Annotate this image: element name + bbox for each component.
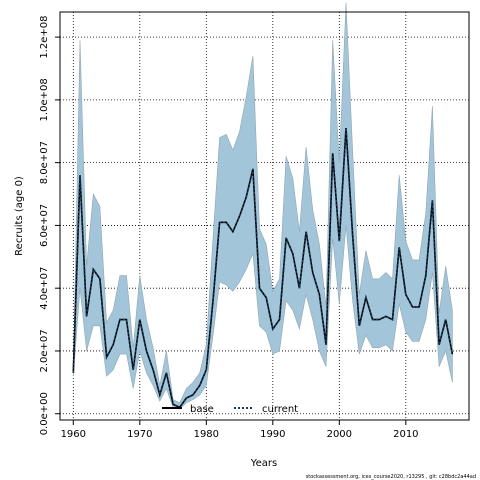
x-tick-label: 1970 (127, 429, 152, 440)
base-series-line (72, 128, 454, 409)
y-tick-label: 1.2e+08 (39, 16, 50, 59)
x-tick-label: 1980 (194, 429, 219, 440)
footer-text: stockassessment.org, ices_course2020, r1… (306, 474, 476, 480)
legend-base-label: base (190, 404, 214, 415)
y-axis-label: Recruits (age 0) (14, 176, 25, 256)
y-axis: 0.0e+00 2.0e+07 4.0e+07 6.0e+07 8.0e+07 1.0e+… (39, 16, 60, 435)
y-tick-label: 6.0e+07 (39, 204, 50, 247)
grid (60, 12, 469, 420)
x-tick-label: 2010 (393, 429, 418, 440)
x-axis-label: Years (250, 458, 277, 469)
legend: base current (162, 404, 298, 415)
x-tick-label: 1990 (260, 429, 285, 440)
y-tick-label: 0.0e+00 (39, 392, 50, 435)
x-tick-label: 2000 (327, 429, 352, 440)
y-tick-label: 1.0e+08 (39, 78, 50, 121)
plot-frame (59, 11, 470, 421)
x-tick-label: 1960 (61, 429, 86, 440)
y-tick-label: 4.0e+07 (39, 267, 50, 310)
legend-current-label: current (262, 404, 298, 415)
x-axis: 1960 1970 1980 1990 2000 2010 (61, 420, 419, 440)
y-tick-label: 2.0e+07 (39, 329, 50, 372)
y-tick-label: 8.0e+07 (39, 141, 50, 184)
